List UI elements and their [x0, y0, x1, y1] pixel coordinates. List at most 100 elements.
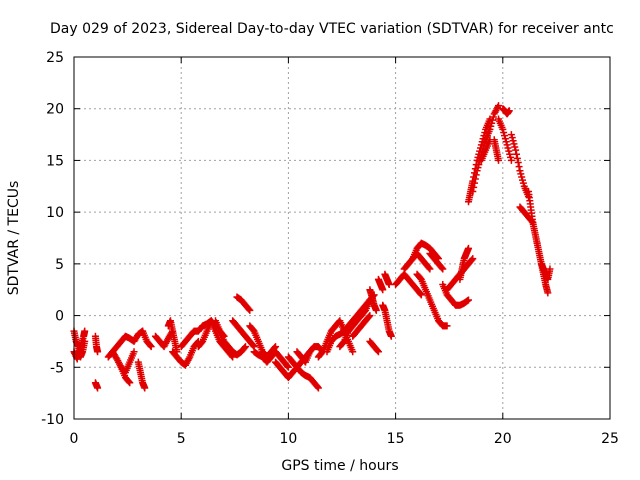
data-point: [504, 144, 512, 152]
x-tick-label: 0: [70, 431, 79, 447]
data-point: [245, 305, 253, 313]
y-axis-label: SDTVAR / TECUs: [6, 181, 22, 296]
data-point: [416, 290, 424, 298]
series-track-29: [374, 275, 387, 294]
series-track-42: [477, 136, 494, 164]
y-tick-label: 0: [55, 309, 64, 325]
data-point: [505, 147, 513, 155]
data-point: [495, 156, 503, 164]
series-track-39: [456, 244, 472, 283]
data-point: [507, 131, 515, 139]
data-point: [471, 175, 479, 183]
x-tick-label: 25: [601, 431, 619, 447]
series-track-03: [91, 332, 102, 356]
series-track-21: [284, 353, 322, 392]
series-track-22: [293, 343, 327, 366]
series-track-04: [91, 379, 102, 392]
y-tick-label: 5: [55, 257, 64, 273]
series-track-17: [229, 317, 258, 351]
data-point: [546, 265, 554, 273]
data-point: [519, 176, 527, 184]
grid-layer: [74, 57, 610, 419]
series-track-30: [379, 301, 395, 340]
data-point: [510, 140, 518, 148]
data-point: [511, 143, 519, 151]
series-track-15: [212, 317, 250, 359]
data-point: [501, 132, 509, 140]
chart-title: Day 029 of 2023, Sidereal Day-to-day VTE…: [50, 21, 614, 37]
data-point: [503, 141, 511, 149]
data-point: [486, 125, 494, 133]
data-point: [507, 156, 515, 164]
series-track-46: [507, 131, 533, 201]
data-point: [501, 135, 509, 143]
data-point: [507, 153, 515, 161]
data-point: [284, 363, 292, 371]
data-point: [472, 171, 480, 179]
series-track-32: [392, 270, 425, 299]
data-point: [468, 256, 476, 264]
y-tick-label: -10: [41, 412, 64, 428]
data-point: [475, 161, 483, 169]
data-point: [488, 119, 496, 127]
data-point: [372, 306, 380, 314]
data-point: [499, 125, 507, 133]
data-point: [513, 154, 521, 162]
data-point: [94, 348, 102, 356]
x-tick-label: 5: [177, 431, 186, 447]
series-track-09: [139, 327, 155, 351]
data-point: [544, 289, 552, 297]
data-point: [489, 113, 497, 121]
data-point: [443, 322, 451, 330]
data-point: [385, 281, 393, 289]
data-point: [464, 296, 472, 304]
data-point: [469, 255, 477, 263]
data-point: [426, 265, 434, 273]
data-point: [509, 137, 517, 145]
data-point: [518, 173, 526, 181]
data-point: [387, 332, 395, 340]
data-point: [438, 264, 446, 272]
data-point: [487, 122, 495, 130]
data-point: [514, 158, 522, 166]
data-point: [473, 167, 481, 175]
data-point: [147, 343, 155, 351]
data-point: [314, 383, 322, 391]
data-point: [464, 244, 472, 252]
data-point: [519, 179, 527, 187]
data-point: [125, 378, 133, 386]
data-point: [146, 342, 154, 350]
x-tick-label: 10: [279, 431, 297, 447]
data-point: [508, 134, 516, 142]
data-point: [349, 348, 357, 356]
data-point: [94, 384, 102, 392]
series-track-06: [109, 348, 138, 376]
data-point: [502, 138, 510, 146]
data-point: [246, 306, 254, 314]
data-point: [366, 312, 374, 320]
tick-layer: 0 5 10 15 20 25 -10 -5 0 5 10 15 20 25: [41, 50, 619, 447]
data-points: [70, 102, 554, 392]
data-point: [470, 179, 478, 187]
series-track-27: [366, 286, 380, 314]
data-point: [284, 362, 292, 370]
data-point: [374, 347, 382, 355]
data-point: [515, 163, 523, 171]
data-point: [379, 286, 387, 294]
y-tick-label: 10: [46, 205, 64, 221]
data-point: [495, 102, 503, 110]
data-point: [365, 313, 373, 321]
series-track-07: [117, 363, 134, 387]
data-point: [469, 187, 477, 195]
data-point: [439, 265, 447, 273]
data-point: [374, 348, 382, 356]
data-point: [126, 379, 134, 387]
data-point: [470, 183, 478, 191]
data-point: [506, 150, 514, 158]
series-track-11: [164, 317, 181, 356]
data-point: [516, 167, 524, 175]
x-tick-label: 15: [387, 431, 405, 447]
series-track-08: [134, 358, 149, 392]
series-track-37: [439, 281, 472, 309]
